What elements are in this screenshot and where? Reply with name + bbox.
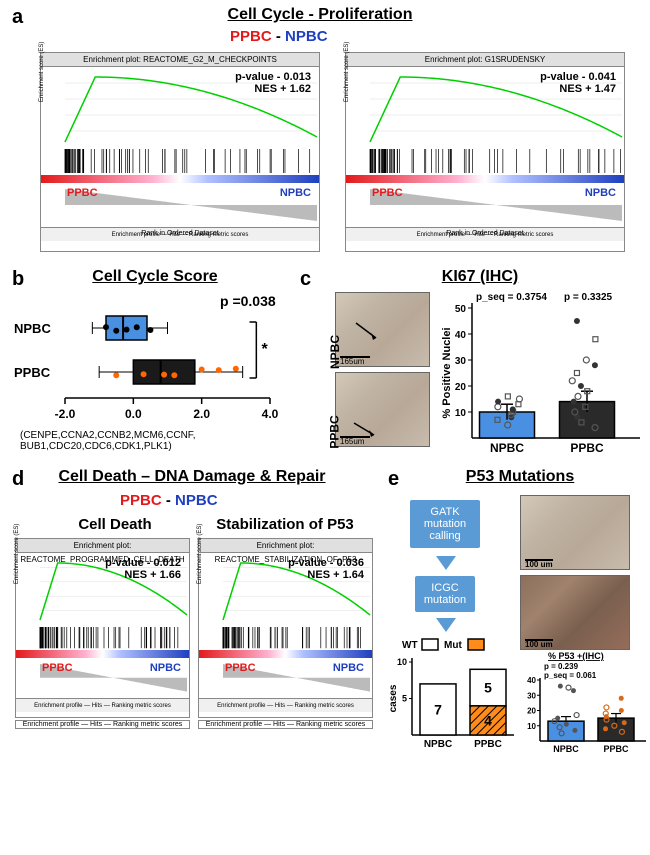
ppbc-label: PPBC <box>230 28 272 45</box>
svg-text:*: * <box>261 341 268 358</box>
panel-b-label: b <box>12 268 24 291</box>
ppbc-label-d: PPBC <box>120 492 162 509</box>
svg-text:40: 40 <box>455 330 467 341</box>
ihc-npbc-label: NPBC <box>328 335 342 369</box>
svg-text:p =0.038: p =0.038 <box>220 293 276 309</box>
ki67-barplot: p_seq = 0.3754 p = 0.3325 10 20 30 40 50 % Posi… <box>440 288 645 458</box>
stab-p53-label: Stabilization of P53 <box>190 516 380 533</box>
svg-text:30: 30 <box>455 356 467 367</box>
svg-text:NPBC: NPBC <box>553 744 579 754</box>
arrow-1 <box>436 556 456 570</box>
svg-text:10: 10 <box>527 722 536 731</box>
panel-d-label: d <box>12 468 24 491</box>
cell-cycle-boxplot: p =0.038 NPBC PPBC * -2.0 0.0 2.0 4.0 <box>10 290 290 430</box>
scale-label-2: 165um <box>340 437 364 446</box>
panel-a-title: Cell Cycle - Proliferation <box>170 6 470 24</box>
p53-ihc-bars: % P53 +(IHC)p = 0.239p_seq = 0.061 10 20 30… <box>518 650 648 755</box>
subtitle-sep: - <box>272 28 285 45</box>
svg-text:PPBC: PPBC <box>570 441 604 455</box>
p53-mutation-bars: WT Mut 5 10 cases 7 NPBC 4 5 PPBC <box>388 636 518 751</box>
subtitle-sep-d: - <box>162 492 175 509</box>
cell-death-label: Cell Death <box>40 516 190 533</box>
svg-text:NPBC: NPBC <box>424 739 452 750</box>
svg-text:Mut: Mut <box>444 640 462 651</box>
svg-text:7: 7 <box>434 701 442 717</box>
flow-gatk: GATK mutation calling <box>410 500 480 548</box>
npbc-label-d: NPBC <box>175 492 218 509</box>
svg-text:PPBC: PPBC <box>603 744 629 754</box>
svg-text:% Positive Nuclei: % Positive Nuclei <box>441 327 453 418</box>
flow-icgc: ICGC mutation <box>415 576 475 612</box>
svg-text:20: 20 <box>455 382 467 393</box>
svg-text:PPBC: PPBC <box>14 365 51 380</box>
svg-text:0.0: 0.0 <box>125 407 142 421</box>
panel-e-label: e <box>388 468 399 491</box>
scale-e2: 100 um <box>525 640 553 649</box>
svg-text:-2.0: -2.0 <box>55 407 76 421</box>
panel-c-title: KI67 (IHC) <box>400 268 560 286</box>
svg-text:10: 10 <box>455 408 467 419</box>
svg-text:30: 30 <box>527 691 536 700</box>
scale-label-1: 165um <box>340 357 364 366</box>
svg-text:5: 5 <box>402 694 407 704</box>
gsea-plot-p53stab: Enrichment plot: REACTOME_STABILIZATION_… <box>198 538 373 718</box>
svg-text:% P53 +(IHC): % P53 +(IHC) <box>548 651 604 661</box>
gsea-plot-g2m: Enrichment plot: REACTOME_G2_M_CHECKPOIN… <box>40 52 320 252</box>
svg-text:40: 40 <box>527 676 536 685</box>
scale-e1: 100 um <box>525 560 553 569</box>
panel-c-label: c <box>300 268 311 291</box>
p53-ihc-neg: 100 um <box>520 495 630 570</box>
svg-text:2.0: 2.0 <box>193 407 210 421</box>
svg-text:WT: WT <box>402 640 418 651</box>
panel-d-subtitle: PPBC - NPBC <box>120 492 218 509</box>
arrow-2 <box>436 618 456 632</box>
panel-e-title: P53 Mutations <box>420 468 620 486</box>
npbc-label: NPBC <box>285 28 328 45</box>
svg-text:p = 0.3325: p = 0.3325 <box>564 292 613 303</box>
svg-text:NPBC: NPBC <box>14 321 51 336</box>
svg-text:p_seq = 0.3754: p_seq = 0.3754 <box>476 292 547 303</box>
svg-text:p_seq = 0.061: p_seq = 0.061 <box>544 671 597 680</box>
svg-text:20: 20 <box>527 707 536 716</box>
svg-text:50: 50 <box>455 304 467 315</box>
svg-text:NPBC: NPBC <box>490 441 524 455</box>
svg-text:10: 10 <box>397 657 407 667</box>
gene-list: (CENPE,CCNA2,CCNB2,MCM6,CCNF, BUB1,CDC20… <box>20 430 280 452</box>
svg-text:cases: cases <box>388 684 399 712</box>
gsea-legend-d2: Enrichment profile — Hits — Ranking metr… <box>198 720 373 729</box>
ihc-image-ppbc: 165um <box>335 372 430 447</box>
svg-text:4.0: 4.0 <box>262 407 279 421</box>
gsea-legend-d1: Enrichment profile — Hits — Ranking metr… <box>15 720 190 729</box>
gsea-plot-celldeath: Enrichment plot: REACTOME_PROGRAMMED_CEL… <box>15 538 190 718</box>
svg-text:PPBC: PPBC <box>474 739 502 750</box>
svg-text:5: 5 <box>484 680 492 696</box>
panel-a-subtitle: PPBC - NPBC <box>230 28 328 45</box>
ihc-ppbc-label: PPBC <box>328 415 342 448</box>
gsea-plot-g1s: Enrichment plot: G1SRUDENSKYp-value - 0.… <box>345 52 625 252</box>
panel-a-label: a <box>12 6 23 29</box>
ihc-image-npbc: 165um <box>335 292 430 367</box>
panel-d-title: Cell Death – DNA Damage & Repair <box>32 468 352 486</box>
svg-text:4: 4 <box>484 712 492 728</box>
p53-ihc-pos: 100 um <box>520 575 630 650</box>
panel-b-title: Cell Cycle Score <box>55 268 255 286</box>
svg-text:p = 0.239: p = 0.239 <box>544 662 579 671</box>
